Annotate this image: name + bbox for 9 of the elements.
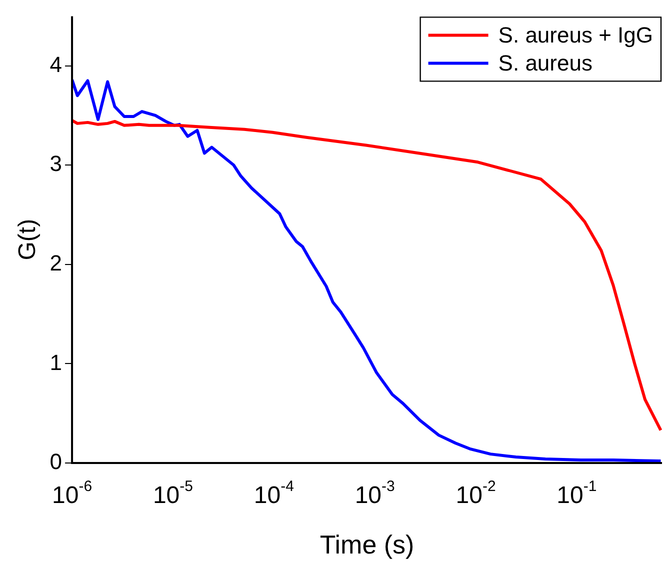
y-tick-label: 3 bbox=[50, 151, 62, 176]
y-tick-label: 4 bbox=[50, 52, 62, 77]
y-tick-label: 0 bbox=[50, 449, 62, 474]
legend-label: S. aureus + IgG bbox=[498, 22, 654, 48]
legend-label: S. aureus bbox=[498, 50, 592, 76]
y-tick-label: 1 bbox=[50, 350, 62, 375]
y-axis-title: G(t) bbox=[14, 218, 42, 260]
y-tick-label: 2 bbox=[50, 250, 62, 276]
x-axis-title: Time (s) bbox=[320, 530, 414, 560]
